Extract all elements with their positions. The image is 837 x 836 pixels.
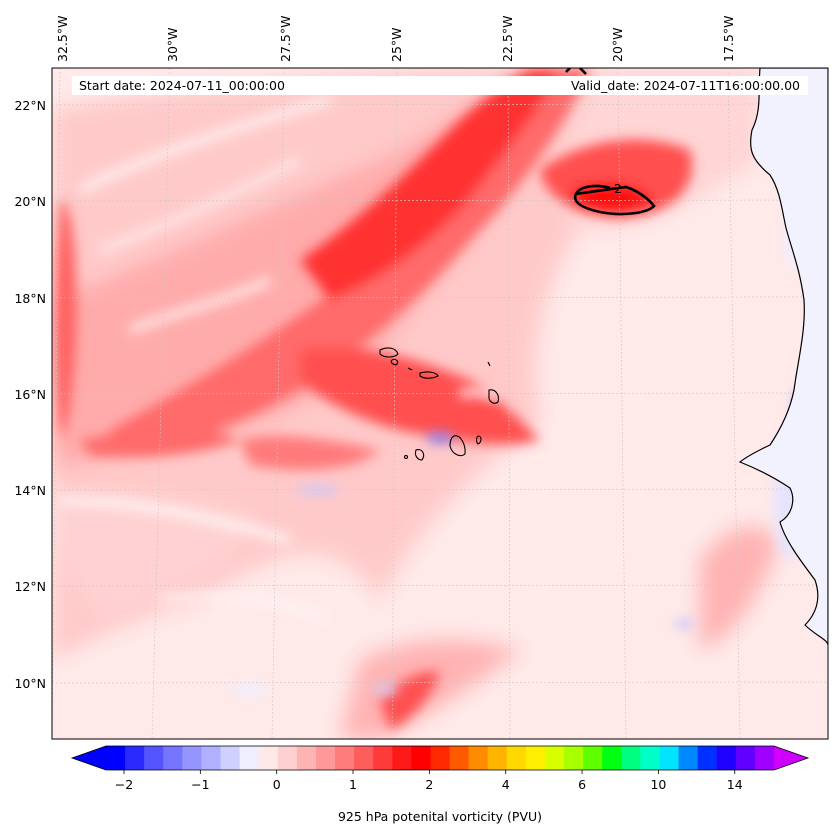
lat-label: 22°N	[14, 98, 46, 113]
colorbar-bin	[697, 746, 718, 770]
colorbar-bin	[201, 746, 222, 770]
colorbar-bin	[239, 746, 260, 770]
colorbar: −2 −1 0 1 2 4 6 10 14 925 hPa potenital vorticit…	[70, 745, 810, 824]
colorbar-bin	[163, 746, 183, 770]
colorbar-tick-label: 14	[727, 777, 743, 792]
colorbar-bin	[678, 746, 699, 770]
lon-label: 20°W	[610, 27, 625, 62]
colorbar-bin	[277, 746, 298, 770]
colorbar-bin	[315, 746, 336, 770]
valid-date: Valid_date: 2024-07-11T16:00:00.00	[571, 78, 800, 93]
colorbar-bin	[430, 746, 451, 770]
colorbar-bins	[106, 746, 775, 770]
colorbar-ticks: −2 −1 0 1 2 4 6 10 14	[115, 770, 743, 792]
colorbar-bin	[583, 746, 603, 770]
colorbar-bin	[125, 746, 145, 770]
colorbar-tick-label: −2	[115, 777, 133, 792]
colorbar-label: 925 hPa potenital vorticity (PVU)	[338, 809, 542, 824]
colorbar-bin	[373, 746, 393, 770]
colorbar-bin	[144, 746, 164, 770]
colorbar-bin	[659, 746, 680, 770]
colorbar-tick-label: 10	[650, 777, 666, 792]
colorbar-under-arrow	[72, 746, 106, 770]
colorbar-bin	[621, 746, 641, 770]
lon-label: 30°W	[165, 27, 180, 62]
colorbar-bin	[602, 746, 622, 770]
colorbar-tick-label: 0	[273, 777, 281, 792]
colorbar-bin	[735, 746, 756, 770]
colorbar-bin	[544, 746, 565, 770]
cape-verde-islands	[379, 347, 499, 461]
lon-label: 22.5°W	[500, 16, 515, 62]
colorbar-bin	[392, 746, 412, 770]
colorbar-bin	[487, 746, 508, 770]
colorbar-tick-label: 6	[578, 777, 586, 792]
colorbar-bin	[220, 746, 241, 770]
lat-label: 14°N	[14, 483, 46, 498]
graticule	[52, 68, 828, 739]
lat-label: 16°N	[14, 387, 46, 402]
colorbar-bin	[754, 746, 775, 770]
lat-label: 12°N	[14, 579, 46, 594]
start-date: Start date: 2024-07-11_00:00:00	[79, 78, 285, 93]
colorbar-bin	[296, 746, 317, 770]
colorbar-bin	[411, 746, 432, 770]
map-panel: 2	[51, 67, 829, 740]
colorbar-tick-label: 2	[425, 777, 433, 792]
lon-label: 17.5°W	[721, 16, 736, 62]
colorbar-bin	[335, 746, 355, 770]
longitude-labels: 32.5°W 30°W 27.5°W 25°W 22.5°W 20°W 17.5…	[55, 16, 736, 62]
colorbar-tick-label: 1	[349, 777, 357, 792]
colorbar-bin	[506, 746, 527, 770]
coastline-africa	[738, 68, 828, 646]
colorbar-bin	[564, 746, 584, 770]
contour-label: 2	[614, 181, 622, 196]
latitude-labels: 22°N 20°N 18°N 16°N 14°N 12°N 10°N	[14, 98, 46, 691]
colorbar-bin	[106, 746, 126, 770]
colorbar-bin	[525, 746, 546, 770]
lon-label: 32.5°W	[55, 16, 70, 62]
date-banner-background	[72, 76, 808, 95]
lat-label: 18°N	[14, 291, 46, 306]
colorbar-over-arrow	[774, 746, 808, 770]
pv-field	[52, 68, 828, 739]
date-banner: Start date: 2024-07-11_00:00:00 Valid_da…	[72, 76, 808, 95]
colorbar-outline	[70, 745, 810, 771]
colorbar-bin	[182, 746, 203, 770]
colorbar-tick-label: −1	[191, 777, 209, 792]
colorbar-bin	[258, 746, 279, 770]
lat-label: 20°N	[14, 194, 46, 209]
map-frame	[51, 67, 829, 740]
colorbar-bin	[640, 746, 661, 770]
colorbar-bin	[716, 746, 737, 770]
lon-label: 25°W	[389, 27, 404, 62]
lon-label: 27.5°W	[278, 16, 293, 62]
colorbar-bin	[468, 746, 489, 770]
colorbar-tick-label: 4	[502, 777, 510, 792]
colorbar-bin	[354, 746, 374, 770]
lat-label: 10°N	[14, 676, 46, 691]
pv-contour-2	[565, 68, 656, 216]
colorbar-bin	[449, 746, 470, 770]
